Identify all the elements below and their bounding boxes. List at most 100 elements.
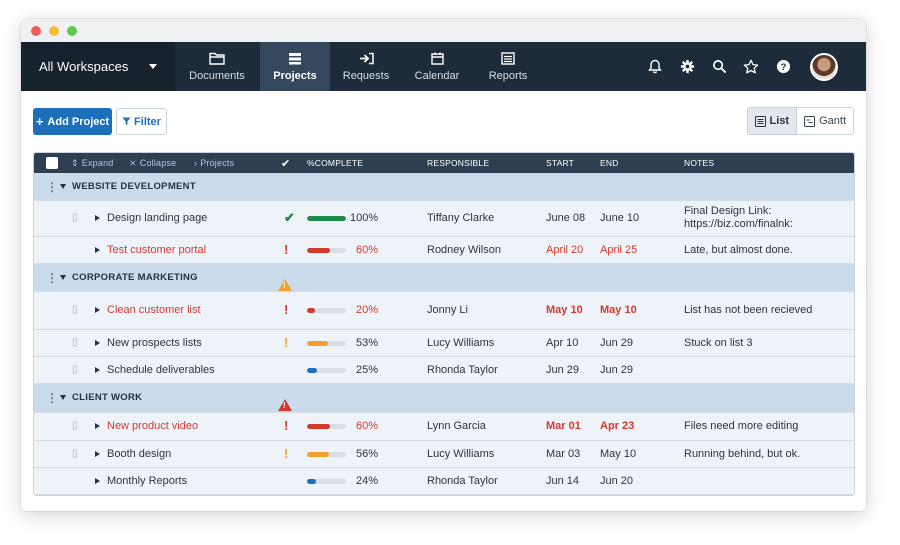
percent-complete: 100% (350, 212, 379, 224)
group-row[interactable]: ⋮ WEBSITE DEVELOPMENT (34, 173, 854, 201)
notes: Stuck on list 3 (684, 337, 752, 350)
paperclip-icon[interactable]: ▯ (72, 363, 78, 375)
note-line: Final Design Link: (684, 205, 772, 217)
table-row[interactable]: ▯ Design landing page ✔ 100% Tiffany Clarke J… (34, 201, 854, 237)
progress-fill (307, 340, 328, 346)
expand-all-link[interactable]: ⇕ Expand (71, 153, 113, 173)
start-date: Jun 29 (546, 363, 580, 376)
chevron-right-icon[interactable] (95, 423, 100, 429)
star-icon[interactable] (742, 58, 760, 76)
column-header-responsible[interactable]: RESPONSIBLE (427, 158, 490, 168)
start-date: Mar 01 (546, 420, 581, 432)
start-date: May 10 (546, 304, 583, 316)
nav-tab-reports[interactable]: Reports (473, 42, 543, 91)
status-danger-icon: ! (284, 241, 289, 257)
select-all-checkbox[interactable] (46, 157, 58, 169)
help-icon[interactable]: ? (774, 58, 792, 76)
table-row[interactable]: ▯ Clean customer list! 20% Jonny Li May 10 Ma… (34, 292, 854, 330)
gear-icon[interactable] (678, 58, 696, 76)
filter-button[interactable]: Filter (116, 108, 167, 135)
drag-handle-icon[interactable]: ⋮ (46, 271, 58, 285)
chevron-right-icon[interactable] (95, 215, 100, 221)
end-date: May 10 (600, 447, 637, 460)
drag-handle-icon[interactable]: ⋮ (46, 180, 58, 194)
nav-tab-label: Reports (488, 69, 528, 82)
project-name[interactable]: New product video (107, 420, 199, 432)
projects-link[interactable]: › Projects (194, 153, 234, 173)
paperclip-icon[interactable]: ▯ (72, 447, 78, 459)
paperclip-icon[interactable]: ▯ (72, 420, 78, 431)
note-line: Stuck on list 3 (684, 336, 753, 349)
nav-tab-projects[interactable]: Projects (260, 42, 330, 91)
search-icon[interactable] (710, 58, 728, 76)
filter-label: Filter (134, 115, 161, 128)
column-header-end[interactable]: END (600, 158, 619, 168)
start-date: Apr 10 (546, 336, 579, 349)
list-view-button[interactable]: List (747, 108, 798, 134)
progress-fill (307, 451, 329, 457)
table-row[interactable]: Monthly Reports 24% Rhonda Taylor Jun 14 Jun… (34, 468, 854, 495)
nav-tabs: Documents Projects Requests Calendar Reports (175, 42, 544, 91)
paperclip-icon[interactable]: ▯ (72, 336, 78, 348)
drag-handle-icon[interactable]: ⋮ (46, 391, 58, 405)
collapse-all-link[interactable]: ⨯ Collapse (129, 153, 176, 173)
paperclip-icon[interactable]: ▯ (72, 212, 78, 223)
chevron-right-icon[interactable] (95, 307, 100, 313)
table-row[interactable]: ▯ Schedule deliverables 25% Rhonda Taylor Ju… (34, 357, 854, 384)
status-warning-icon: ! (284, 334, 289, 350)
chevron-down-icon[interactable] (60, 184, 66, 189)
maximize-window-button[interactable] (67, 25, 77, 36)
progress-bar (307, 478, 346, 484)
bell-icon[interactable] (646, 58, 664, 76)
responsible: Rodney Wilson (427, 243, 501, 256)
nav-tab-calendar[interactable]: Calendar (402, 42, 472, 91)
project-name[interactable]: Schedule deliverables (107, 363, 215, 376)
chevron-right-icon[interactable] (95, 246, 100, 253)
responsible: Rhonda Taylor (427, 474, 498, 487)
progress-bar (307, 340, 346, 346)
minimize-window-button[interactable] (49, 25, 59, 36)
chevron-down-icon[interactable] (60, 275, 66, 280)
notes: Late, but almost done. (684, 244, 793, 257)
group-name: CORPORATE MARKETING (72, 272, 198, 283)
chevron-right-icon[interactable] (95, 339, 100, 346)
project-name[interactable]: Design landing page (107, 212, 208, 224)
notes: Running behind, but ok. (684, 448, 800, 461)
expand-icon: ⇕ (71, 157, 79, 168)
column-header-notes[interactable]: NOTES (684, 158, 715, 168)
workspace-selector[interactable]: All Workspaces (21, 42, 175, 91)
table-row[interactable]: ▯ New prospects lists! 53% Lucy Williams Apr… (34, 330, 854, 357)
group-row[interactable]: ⋮ CLIENT WORK! (34, 384, 854, 413)
project-name[interactable]: Test customer portal (107, 243, 207, 256)
percent-complete: 56% (356, 447, 379, 460)
avatar[interactable] (810, 52, 838, 81)
project-name[interactable]: Booth design (107, 447, 172, 460)
chevron-right-icon[interactable] (95, 366, 100, 373)
nav-tab-requests[interactable]: Requests (331, 42, 401, 91)
close-window-button[interactable] (31, 25, 41, 36)
table-row[interactable]: ▯ New product video! 60% Lynn Garcia Mar 01 A… (34, 413, 854, 441)
project-name[interactable]: Clean customer list (107, 304, 201, 316)
chevron-down-icon[interactable] (60, 395, 66, 400)
project-name[interactable]: Monthly Reports (107, 474, 188, 487)
table-row[interactable]: Test customer portal! 60% Rodney Wilson Apr… (34, 237, 854, 264)
status-danger-icon: ! (284, 302, 289, 317)
progress-fill (307, 367, 317, 373)
status-column-check-icon: ✔ (281, 157, 291, 170)
paperclip-icon[interactable]: ▯ (72, 304, 78, 315)
project-name[interactable]: New prospects lists (107, 336, 202, 349)
chevron-right-icon[interactable] (95, 450, 100, 457)
column-header-start[interactable]: START (546, 158, 575, 168)
add-project-button[interactable]: + Add Project (33, 108, 112, 135)
nav-tab-documents[interactable]: Documents (175, 42, 259, 91)
group-row[interactable]: ⋮ CORPORATE MARKETING! (34, 264, 854, 292)
table-row[interactable]: ▯ Booth design! 56% Lucy Williams Mar 03 May … (34, 441, 854, 468)
inbox-icon (359, 52, 374, 66)
end-date: May 10 (600, 304, 637, 316)
title-bar (21, 19, 866, 42)
gantt-view-button[interactable]: Gantt (797, 108, 853, 134)
workspace-label: All Workspaces (39, 59, 129, 74)
column-header-complete[interactable]: %COMPLETE (307, 158, 364, 168)
chevron-right-icon[interactable] (95, 477, 100, 484)
start-date: June 08 (546, 212, 586, 224)
